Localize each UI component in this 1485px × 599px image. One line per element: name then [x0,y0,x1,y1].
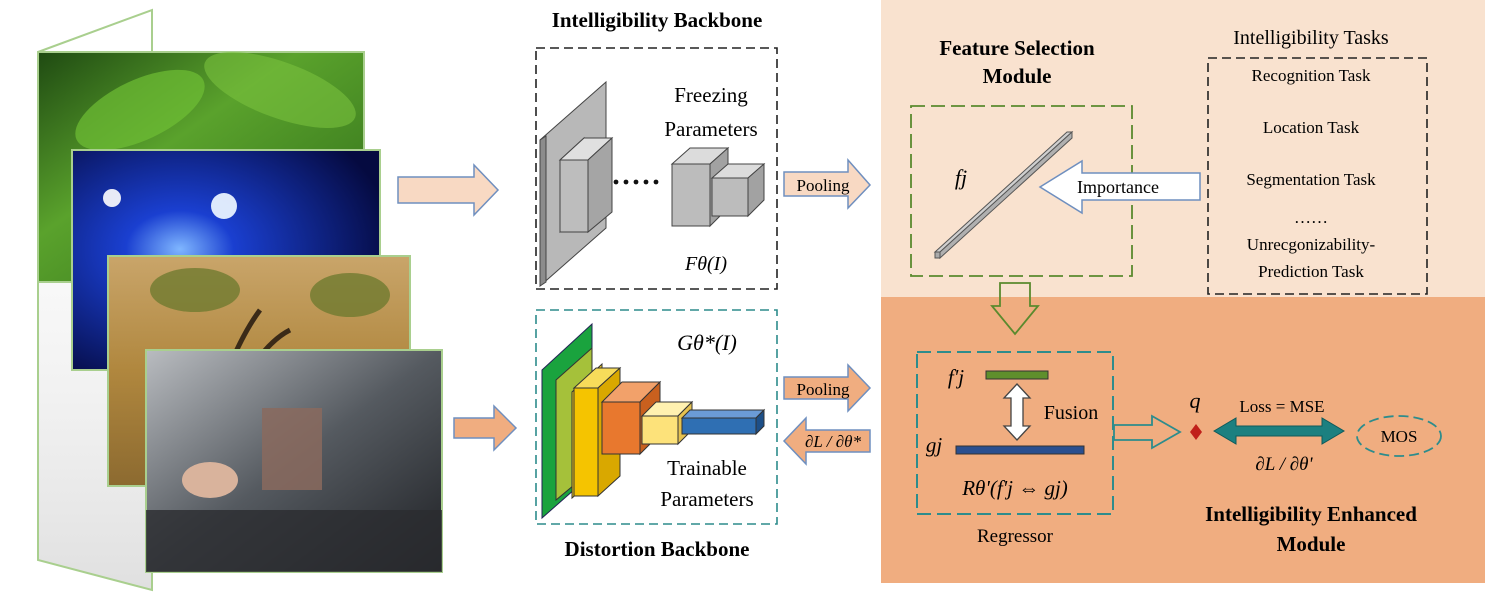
loss-double-arrow-icon [1213,417,1345,445]
task-segmentation: Segmentation Task [1246,170,1376,189]
enhanced-module-title-line2: Module [1277,532,1346,556]
trainable-label-line1: Trainable [667,456,747,480]
fj-prime-label: f'j [948,365,964,389]
task-recognition: Recognition Task [1252,66,1371,85]
distortion-backbone-title: Distortion Backbone [565,537,750,561]
task-unrecognizability-line1: Unrecgonizability- [1247,235,1376,254]
mos-label: MOS [1381,427,1418,446]
gradient-output-label: ∂L / ∂θ' [1255,454,1313,475]
feature-vector-icon [933,130,1074,260]
loss-label: Loss = MSE [1239,397,1324,416]
pooling-arrow-bottom [783,363,872,413]
image-stack [37,8,443,592]
fusion-double-arrow-icon [1002,383,1032,441]
freezing-label-line1: Freezing [674,83,748,107]
regressor-label: Regressor [977,526,1054,547]
pooling-label-bottom: Pooling [797,380,850,399]
fj-label: fj [955,165,967,190]
fusion-label: Fusion [1044,402,1098,424]
down-arrow [990,282,1040,336]
regressor-output-arrow [1113,414,1182,450]
feature-panel-background [881,0,1485,297]
enhanced-panel-background [881,297,1485,583]
input-arrow-top [397,163,500,217]
freezing-label-line2: Parameters [664,117,757,141]
q-label: q [1190,388,1201,413]
gj-label: gj [926,433,943,457]
importance-label: Importance [1077,177,1159,197]
task-ellipsis: …… [1294,208,1328,227]
trainable-label-line2: Parameters [660,487,753,511]
gradient-arrow-backbone [782,416,871,466]
pooling-arrow-top [783,158,872,210]
distortion-backbone-box [535,309,778,525]
feature-selection-title-line2: Module [983,64,1052,88]
tasks-title: Intelligibility Tasks [1233,27,1389,49]
gradient-backbone-label: ∂L / ∂θ* [805,432,862,451]
enhanced-module-title-line1: Intelligibility Enhanced [1205,502,1417,526]
intelligibility-tasks-box [1207,57,1428,295]
gj-bar [955,445,1085,455]
mos-ellipse [1356,415,1442,457]
pooling-label-top: Pooling [797,176,850,195]
task-unrecognizability-line2: Prediction Task [1258,262,1364,281]
fj-prime-bar [985,370,1049,380]
intelligibility-backbone-box [535,47,778,290]
blurred-face [262,408,322,490]
task-location: Location Task [1263,118,1360,137]
frozen-cnn-layers-icon [539,80,766,288]
f-theta-label: Fθ(I) [684,253,727,275]
feature-selection-title-line1: Feature Selection [939,36,1095,60]
g-theta-label: Gθ*(I) [677,330,737,355]
intelligibility-backbone-title: Intelligibility Backbone [552,8,763,32]
regressor-formula: Rθ'(f'j ⇔ gj) [961,476,1068,500]
input-arrow-bottom [453,404,518,452]
trainable-cnn-layers-icon [541,322,766,520]
importance-arrow [1038,159,1201,215]
q-point [1190,424,1202,440]
